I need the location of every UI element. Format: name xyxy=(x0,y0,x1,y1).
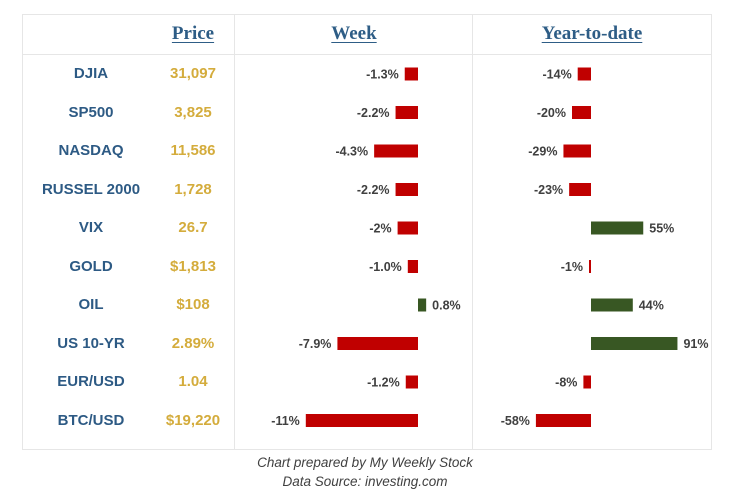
week-label-3: -2.2% xyxy=(357,183,390,197)
ytd-bar-7 xyxy=(591,337,678,350)
header-week: Week xyxy=(331,23,377,44)
week-bar-4 xyxy=(397,221,418,235)
footer-source: Data Source: investing.com xyxy=(282,474,448,489)
ytd-bar-0 xyxy=(577,67,591,81)
header-ytd: Year-to-date xyxy=(541,23,643,44)
ytd-label-0: -14% xyxy=(543,68,572,82)
week-label-7: -7.9% xyxy=(299,337,332,351)
ytd-label-1: -20% xyxy=(537,106,566,120)
column-divider-week-ytd xyxy=(472,14,473,450)
chart-panel xyxy=(22,14,712,450)
row-name-3: RUSSEL 2000 xyxy=(41,180,141,198)
row-price-7: 2.89% xyxy=(171,334,215,352)
ytd-bar-4 xyxy=(591,221,644,235)
week-label-1: -2.2% xyxy=(357,106,390,120)
row-name-8: EUR/USD xyxy=(57,373,125,390)
week-bar-8 xyxy=(405,375,418,389)
ytd-bar-3 xyxy=(569,183,591,196)
row-price-6: $108 xyxy=(176,296,210,313)
ytd-label-9: -58% xyxy=(501,414,530,428)
ytd-bar-6 xyxy=(591,298,633,312)
column-divider-price-week xyxy=(234,14,235,450)
week-label-9: -11% xyxy=(271,414,300,428)
ytd-bar-9 xyxy=(535,414,591,427)
week-label-5: -1.0% xyxy=(369,260,402,274)
week-bar-7 xyxy=(337,337,418,350)
row-price-0: 31,097 xyxy=(170,65,216,82)
week-bar-1 xyxy=(395,106,418,119)
row-name-7: US 10-YR xyxy=(57,334,125,352)
row-price-9: $19,220 xyxy=(165,411,221,429)
header-divider xyxy=(22,54,712,55)
ytd-label-8: -8% xyxy=(555,376,577,390)
row-name-5: GOLD xyxy=(69,257,113,275)
week-label-4: -2% xyxy=(369,222,391,236)
ytd-bar-5 xyxy=(589,260,591,273)
footer-credit: Chart prepared by My Weekly Stock xyxy=(257,455,473,470)
row-name-6: OIL xyxy=(78,296,104,313)
header-price: Price xyxy=(171,23,215,44)
week-bar-2 xyxy=(374,144,418,158)
week-bar-9 xyxy=(305,414,418,427)
row-name-4: VIX xyxy=(78,219,104,236)
week-label-0: -1.3% xyxy=(366,68,399,82)
week-bar-5 xyxy=(407,260,418,273)
row-price-2: 11,586 xyxy=(170,142,216,159)
week-bar-6 xyxy=(418,298,427,312)
ytd-label-7: 91% xyxy=(683,337,708,351)
ytd-label-2: -29% xyxy=(528,145,557,159)
row-price-8: 1.04 xyxy=(178,373,208,390)
ytd-bar-8 xyxy=(583,375,591,389)
row-price-5: $1,813 xyxy=(170,257,216,275)
ytd-label-6: 44% xyxy=(639,299,664,313)
ytd-bar-1 xyxy=(572,106,591,119)
row-name-0: DJIA xyxy=(73,65,109,82)
row-price-3: 1,728 xyxy=(174,180,212,198)
ytd-bar-2 xyxy=(563,144,591,158)
week-bar-0 xyxy=(404,67,418,81)
row-name-9: BTC/USD xyxy=(57,411,125,429)
row-name-1: SP500 xyxy=(68,103,114,121)
row-price-4: 26.7 xyxy=(178,219,208,236)
ytd-label-4: 55% xyxy=(649,222,674,236)
week-label-8: -1.2% xyxy=(367,376,400,390)
ytd-label-5: -1% xyxy=(561,260,583,274)
row-price-1: 3,825 xyxy=(174,103,212,121)
week-bar-3 xyxy=(395,183,418,196)
row-name-2: NASDAQ xyxy=(58,142,124,159)
ytd-label-3: -23% xyxy=(534,183,563,197)
week-label-6: 0.8% xyxy=(432,299,461,313)
week-label-2: -4.3% xyxy=(335,145,368,159)
